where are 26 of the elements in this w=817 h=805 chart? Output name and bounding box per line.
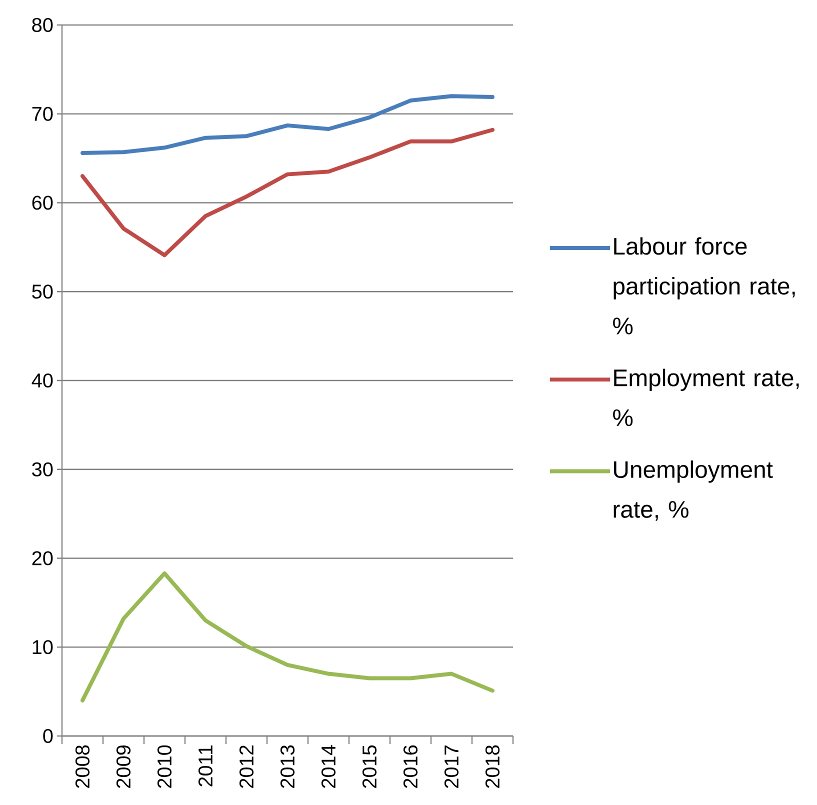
x-tick-label: 2016 — [403, 745, 418, 788]
x-tick-label: 2010 — [157, 745, 172, 788]
line-series — [80, 128, 494, 258]
x-tick-label: 2013 — [280, 745, 295, 788]
line-series — [80, 94, 494, 155]
y-tick-label: 80 — [32, 18, 53, 32]
y-tick-label: 20 — [32, 551, 53, 566]
x-tick-label: 2014 — [321, 745, 336, 788]
legend-label: Employment rate, % — [613, 368, 799, 426]
x-tick-label: 2011 — [198, 746, 213, 786]
x-tick-label: 2012 — [239, 746, 254, 788]
line-series — [80, 571, 494, 702]
x-tick-label: 2018 — [485, 745, 500, 788]
y-tick-label: 30 — [32, 462, 53, 476]
y-tick-label: 0 — [43, 728, 53, 744]
legend-label: Labour force participation rate, % — [613, 237, 795, 334]
y-tick-label: 40 — [32, 373, 53, 388]
y-tick-label: 10 — [32, 640, 53, 654]
x-tick-label: 2009 — [116, 745, 131, 788]
y-tick-label: 70 — [32, 106, 53, 121]
y-tick-label: 60 — [32, 196, 53, 210]
y-tick-label: 50 — [32, 284, 53, 299]
x-tick-label: 2008 — [75, 745, 90, 788]
x-tick-label: 2017 — [444, 746, 459, 788]
legend-label: Unemployment rate, % — [614, 460, 773, 521]
x-tick-label: 2015 — [362, 745, 377, 788]
